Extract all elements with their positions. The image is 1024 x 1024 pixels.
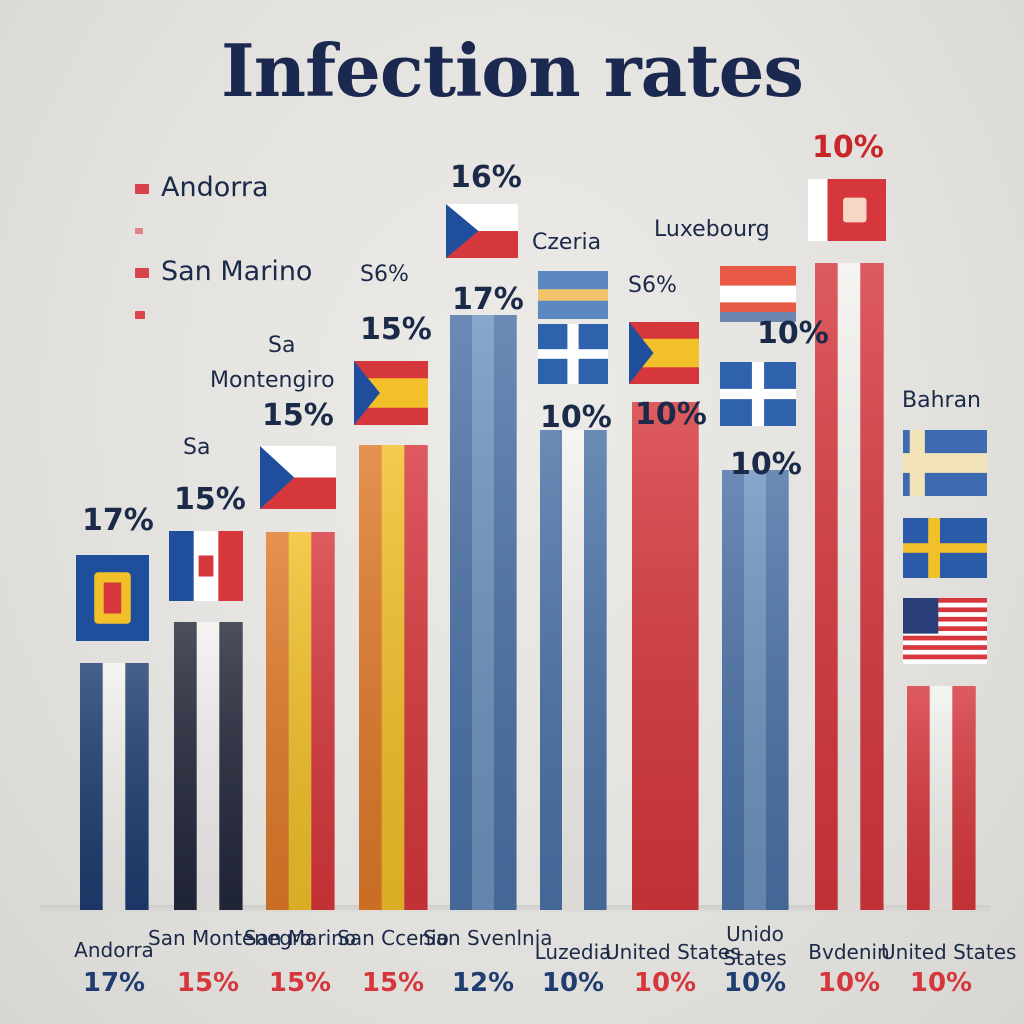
annotation-label: 10% bbox=[635, 397, 707, 432]
category-label: San Marino bbox=[243, 926, 357, 950]
annotation-label: 10% bbox=[812, 130, 884, 165]
flag-icon bbox=[720, 362, 796, 426]
bar bbox=[174, 622, 243, 910]
category-label: United States bbox=[605, 940, 741, 964]
annotation-label: S6% bbox=[628, 273, 677, 298]
bar-shading bbox=[80, 663, 148, 910]
flag-icon bbox=[629, 322, 699, 384]
flag-icon bbox=[76, 555, 149, 641]
flag-icon bbox=[808, 179, 886, 241]
bar bbox=[907, 686, 976, 910]
flag-icon bbox=[446, 204, 518, 258]
bar bbox=[359, 445, 428, 910]
annotation-label: 10% bbox=[540, 400, 612, 435]
annotation-label: Sa bbox=[268, 333, 296, 358]
category-label: Unido States bbox=[723, 922, 787, 970]
legend-label: San Marino bbox=[161, 256, 313, 287]
value-label: 10% bbox=[541, 968, 605, 998]
value-label: 10% bbox=[633, 968, 697, 998]
legend-swatch bbox=[135, 228, 143, 234]
annotation-label: Montengiro bbox=[210, 368, 335, 393]
category-label: Bvdenin bbox=[808, 940, 890, 964]
annotation-label: 10% bbox=[730, 447, 802, 482]
bar-shading bbox=[815, 263, 883, 910]
category-label: Luzedia bbox=[534, 940, 612, 964]
annotation-label: S6% bbox=[360, 262, 409, 287]
annotation-label: Sa bbox=[183, 435, 211, 460]
annotation-label: Czeria bbox=[532, 230, 602, 255]
value-label: 15% bbox=[361, 968, 425, 998]
bar-shading bbox=[632, 402, 698, 910]
value-label: 10% bbox=[817, 968, 881, 998]
flag-icon bbox=[903, 518, 987, 578]
annotation-label: 15% bbox=[360, 312, 432, 347]
flag-icon bbox=[169, 531, 243, 601]
bar bbox=[632, 402, 699, 910]
bar-shading bbox=[174, 622, 242, 910]
chart-title: Infection rates bbox=[221, 28, 804, 113]
legend-swatch bbox=[135, 311, 145, 319]
bar-shading bbox=[266, 532, 334, 910]
bar bbox=[80, 663, 149, 910]
bar-shading bbox=[450, 315, 516, 910]
legend-swatch bbox=[135, 268, 149, 278]
flag-icon bbox=[720, 266, 796, 322]
category-label: San Svenlnia bbox=[423, 926, 553, 950]
bar bbox=[815, 263, 884, 910]
flag-icon bbox=[903, 598, 987, 664]
bar-shading bbox=[907, 686, 975, 910]
flag-icon bbox=[903, 430, 987, 496]
bar bbox=[266, 532, 335, 910]
bar-shading bbox=[722, 470, 788, 910]
flag-icon bbox=[538, 324, 608, 384]
bar bbox=[450, 315, 517, 910]
annotation-label: 16% bbox=[450, 160, 522, 195]
bar bbox=[722, 470, 789, 910]
value-label: 10% bbox=[723, 968, 787, 998]
flag-icon bbox=[538, 271, 608, 319]
annotation-label: 15% bbox=[174, 482, 246, 517]
flag-icon bbox=[354, 361, 428, 425]
category-label: San Ccenio bbox=[337, 926, 449, 950]
legend-swatch bbox=[135, 184, 149, 194]
annotation-label: Luxebourg bbox=[654, 217, 770, 242]
value-label: 15% bbox=[176, 968, 240, 998]
category-label: Andorra bbox=[74, 938, 154, 962]
annotation-label: 17% bbox=[452, 282, 524, 317]
bar-shading bbox=[359, 445, 427, 910]
bar bbox=[540, 430, 607, 910]
annotation-label: 10% bbox=[757, 316, 829, 351]
annotation-label: Bahran bbox=[902, 388, 981, 413]
value-label: 15% bbox=[268, 968, 332, 998]
legend-label: Andorra bbox=[161, 172, 269, 203]
value-label: 17% bbox=[82, 968, 146, 998]
value-label: 12% bbox=[451, 968, 515, 998]
category-label: United States bbox=[881, 940, 1017, 964]
flag-icon bbox=[260, 446, 336, 509]
value-label: 10% bbox=[909, 968, 973, 998]
annotation-label: 15% bbox=[262, 398, 334, 433]
bar-shading bbox=[540, 430, 606, 910]
annotation-label: 17% bbox=[82, 503, 154, 538]
